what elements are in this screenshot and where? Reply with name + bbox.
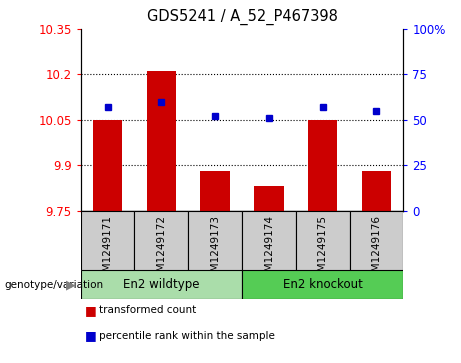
Text: ■: ■ (85, 329, 97, 342)
Bar (135, 211, 188, 270)
Text: GSM1249173: GSM1249173 (210, 215, 220, 285)
Text: GSM1249171: GSM1249171 (102, 215, 112, 285)
Title: GDS5241 / A_52_P467398: GDS5241 / A_52_P467398 (147, 9, 337, 25)
Bar (81, 270, 242, 299)
Text: ▶: ▶ (66, 278, 76, 291)
Bar (242, 211, 296, 270)
Bar (242, 270, 403, 299)
Text: En2 wildtype: En2 wildtype (123, 278, 200, 291)
Text: En2 knockout: En2 knockout (283, 278, 363, 291)
Text: GSM1249174: GSM1249174 (264, 215, 274, 285)
Bar (296, 211, 349, 270)
Bar (362, 171, 391, 211)
Text: genotype/variation: genotype/variation (5, 280, 104, 290)
Bar (147, 72, 176, 211)
Bar (93, 120, 122, 211)
Bar (254, 186, 284, 211)
Bar (188, 211, 242, 270)
Text: GSM1249175: GSM1249175 (318, 215, 328, 285)
Text: transformed count: transformed count (99, 305, 196, 315)
Text: ■: ■ (85, 304, 97, 317)
Bar (349, 211, 403, 270)
Text: percentile rank within the sample: percentile rank within the sample (99, 331, 275, 341)
Text: GSM1249176: GSM1249176 (372, 215, 382, 285)
Text: GSM1249172: GSM1249172 (156, 215, 166, 285)
Bar (201, 171, 230, 211)
Bar (81, 211, 135, 270)
Bar (308, 121, 337, 211)
